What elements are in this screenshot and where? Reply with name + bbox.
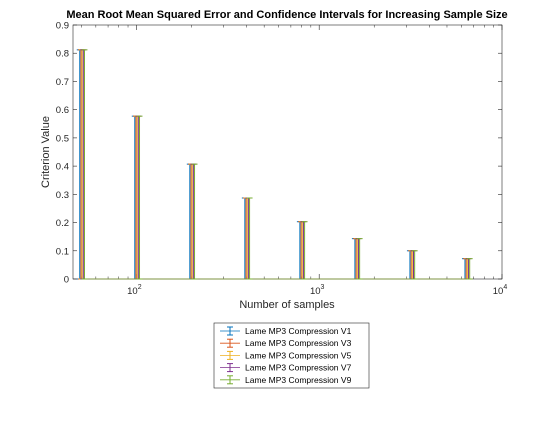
y-tick-label: 0.1 bbox=[56, 246, 69, 257]
legend-label: Lame MP3 Compression V9 bbox=[245, 375, 352, 385]
y-tick-label: 0.7 bbox=[56, 77, 69, 88]
y-tick-label: 0.2 bbox=[56, 218, 69, 229]
legend-label: Lame MP3 Compression V7 bbox=[245, 363, 352, 373]
plot-area: 0 0.1 0.2 0.3 0.4 0.5 0.6 0.7 0.8 0.9 102 103 104 bbox=[56, 21, 508, 298]
y-tick-label: 0.4 bbox=[56, 162, 69, 173]
y-tick-label: 0.5 bbox=[56, 133, 69, 144]
legend: Lame MP3 Compression V1 Lame MP3 Compress… bbox=[213, 322, 370, 389]
y-tick-label: 0.9 bbox=[56, 21, 69, 32]
legend-label: Lame MP3 Compression V1 bbox=[245, 326, 352, 336]
chart-title: Mean Root Mean Squared Error and Confide… bbox=[66, 9, 507, 21]
y-axis-label: Criterion Value bbox=[40, 116, 52, 188]
y-tick-label: 0.3 bbox=[56, 190, 69, 201]
x-tick-label: 104 bbox=[493, 284, 508, 297]
legend-label: Lame MP3 Compression V5 bbox=[245, 350, 352, 360]
x-axis-label: Number of samples bbox=[239, 299, 335, 311]
legend-label: Lame MP3 Compression V3 bbox=[245, 338, 352, 348]
x-tick-label: 102 bbox=[127, 284, 142, 297]
y-tick-label: 0.8 bbox=[56, 49, 69, 60]
x-tick-label: 103 bbox=[310, 284, 325, 297]
y-tick-label: 0 bbox=[64, 275, 69, 286]
y-tick-label: 0.6 bbox=[56, 105, 69, 116]
